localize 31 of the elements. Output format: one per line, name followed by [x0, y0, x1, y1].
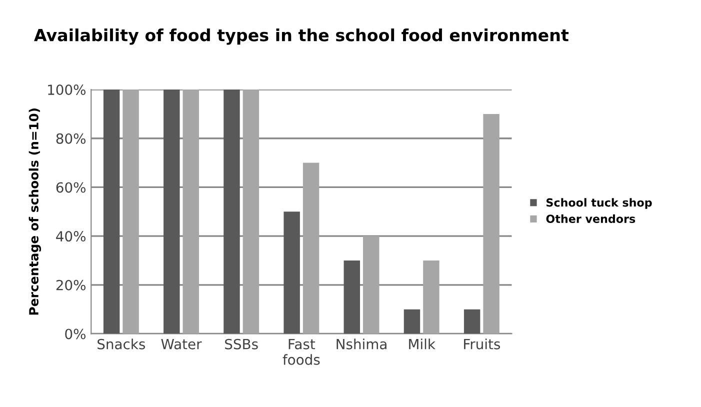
bar — [464, 309, 480, 334]
y-tick-label: 0% — [65, 328, 86, 340]
y-axis-title: Percentage of schools (n=10) — [28, 108, 42, 315]
x-tick-label: Fast foods — [282, 339, 320, 365]
x-tick-label: Water — [161, 339, 202, 350]
bar — [423, 260, 440, 334]
bar — [344, 260, 360, 334]
bar — [182, 90, 199, 334]
bar — [224, 90, 240, 334]
x-tick-label: SSBs — [225, 338, 258, 350]
y-tick-label: 60% — [56, 182, 86, 193]
bar — [284, 212, 300, 334]
y-tick-label: 100% — [48, 84, 86, 96]
bar — [302, 162, 320, 334]
legend-label: School tuck shop — [546, 198, 652, 209]
x-tick-label: Nshima — [336, 338, 386, 350]
bar — [122, 90, 139, 334]
bar — [164, 90, 180, 334]
bar — [242, 90, 260, 334]
bar — [363, 236, 380, 334]
y-tick-label: 20% — [56, 280, 86, 290]
y-tick-label: 80% — [56, 133, 86, 144]
bar — [404, 309, 420, 334]
x-tick-label: Fruits — [464, 338, 500, 350]
bar — [103, 90, 120, 334]
legend-label: Other vendors — [546, 214, 636, 224]
bar — [483, 114, 500, 334]
x-tick-label: Snacks — [98, 338, 146, 350]
y-tick-label: 40% — [56, 231, 86, 242]
x-tick-label: Milk — [409, 338, 436, 350]
chart-title: Availability of food types in the school food environment — [34, 28, 569, 45]
